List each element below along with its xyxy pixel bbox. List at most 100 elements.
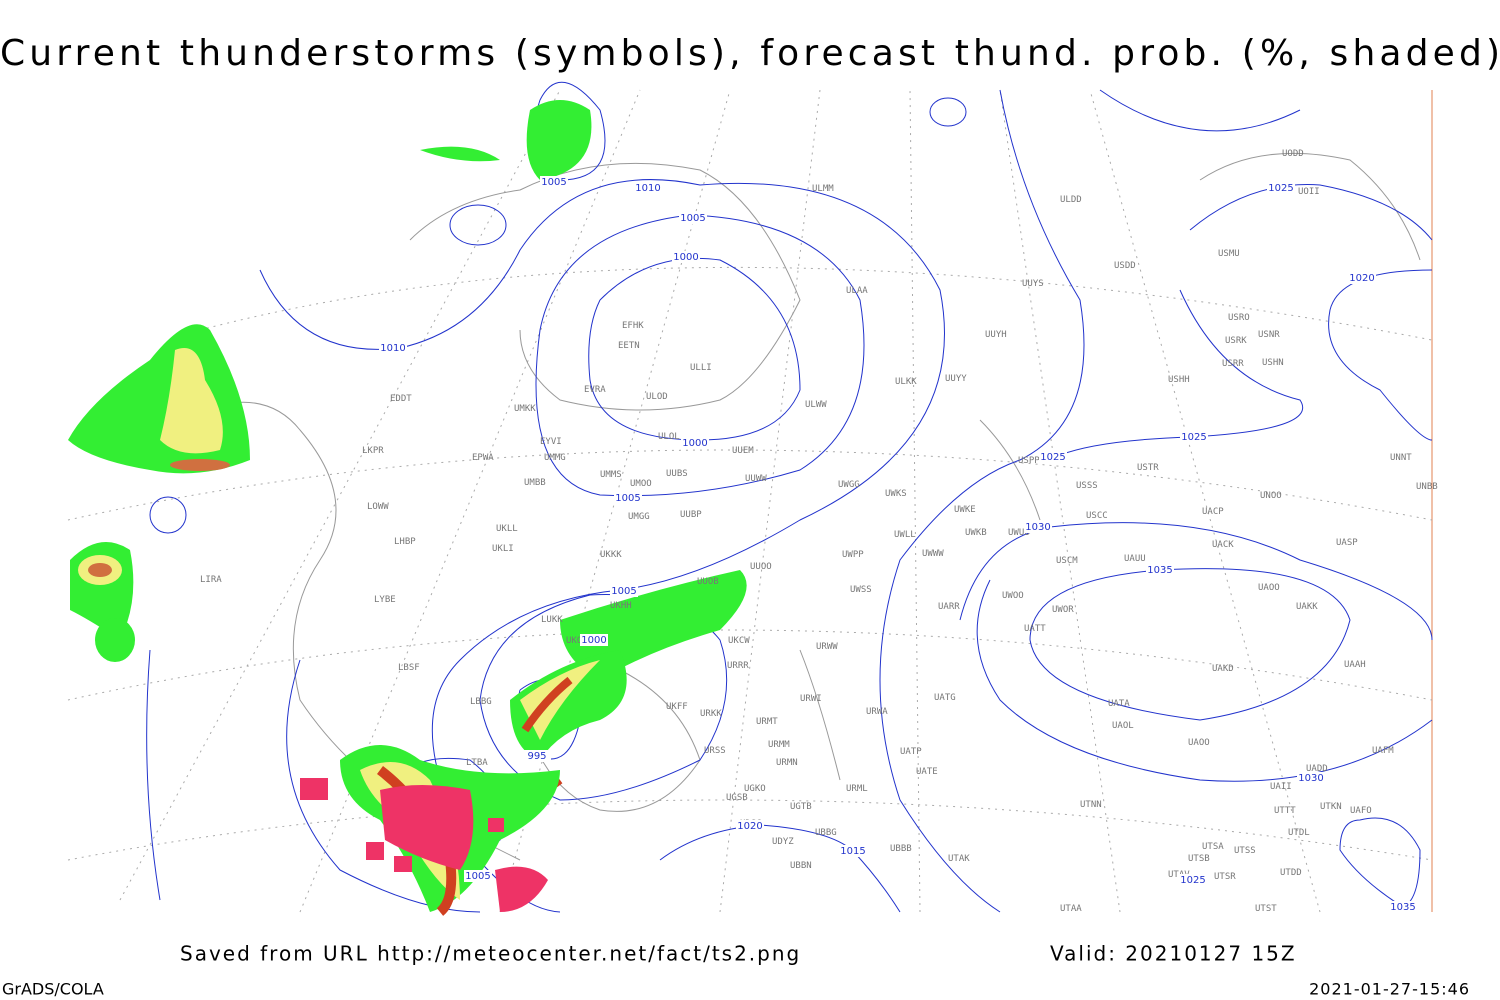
station-code: UUOB [697,577,719,587]
map-frame: ULMM ULDD UODD UOII USDD USMU ULAA UUYS USRO USRK… [67,81,1438,916]
station-code: UKCW [728,636,750,646]
isobar-label: 1005 [541,177,566,188]
station-code: ULWW [805,400,827,410]
isobar-label: 1005 [615,493,640,504]
station-code: UMKK [514,404,536,414]
station-code: USHN [1262,358,1284,368]
station-code: USMU [1218,249,1240,259]
isobar-label-bg [672,251,700,263]
station-code: UDYZ [772,837,794,847]
station-code: UAFO [1350,806,1372,816]
station-code: LHBP [394,537,416,547]
isobar-label: 995 [527,751,546,762]
station-code: UMMG [544,453,566,463]
station-code: USRO [1228,313,1250,323]
station-code: UUOO [750,562,772,572]
isobar-label: 1000 [682,438,707,449]
station-code: UTDD [1280,868,1302,878]
isobar-labels: 1005 1010 1005 1000 1010 1025 1020 1025 1025 1000… [379,176,1417,913]
station-code: UATA [1108,699,1130,709]
station-code: URMT [756,717,778,727]
station-code: USHH [1168,375,1190,385]
isobar-label-bg [523,750,551,762]
station-code: UGKO [744,784,766,794]
isobar-label-bg [1180,431,1208,443]
isobar-label: 1025 [1268,183,1293,194]
station-code: UMOO [630,479,652,489]
station-code: USDD [1114,261,1136,271]
station-code: UATE [916,767,938,777]
station-code: URKK [700,709,722,719]
station-code: ULMM [812,184,834,194]
station-code: UBBB [890,844,912,854]
station-code: UUBP [680,510,702,520]
station-code: EYVI [540,437,562,447]
isobar-label: 1010 [635,183,660,194]
station-code: UASP [1336,538,1358,548]
station-code: UODD [1282,149,1304,159]
station-code: LTBA [466,758,488,768]
station-code: UTST [1255,904,1277,914]
station-code: EETN [618,341,640,351]
station-code: UAFM [1372,746,1394,756]
station-code: UKOO [566,636,588,646]
isobar-label-bg [634,182,662,194]
station-code: USNR [1258,330,1280,340]
station-code: ULAA [846,286,868,296]
isobar-label: 1030 [1025,522,1050,533]
isobar-label-bg [1348,272,1376,284]
station-code: URMN [776,758,798,768]
station-code: UADD [1306,764,1328,774]
graticule [67,89,1433,913]
station-code: UWWW [922,549,944,559]
station-code: UUYY [945,374,967,384]
isobar-label-bg [464,870,492,882]
station-code: UACK [1212,540,1234,550]
station-code: ULDD [1060,195,1082,205]
isobar-label-bg [540,176,568,188]
isobar-label: 1010 [380,343,405,354]
station-code: UKFF [666,702,688,712]
station-code: LIRA [200,575,222,585]
station-code: USTR [1137,463,1159,473]
station-code: UUBS [666,469,688,479]
station-code: UWLL [894,530,916,540]
isobar-label: 1020 [737,821,762,832]
station-code: ULOL [658,432,680,442]
station-code: UKLI [492,544,514,554]
station-code: UBBG [815,828,837,838]
station-code: USCM [1056,556,1078,566]
station-code: UAOO [1188,738,1210,748]
isobar-label: 1025 [1180,875,1205,886]
station-code: UUEM [732,446,754,456]
isobar-label-bg [379,342,407,354]
station-code: UOII [1298,187,1320,197]
station-code: UMGG [628,512,650,522]
station-code: UKKK [600,550,622,560]
station-code: USSS [1076,481,1098,491]
thunderstorm-symbols [300,778,548,912]
station-code: ULLI [690,363,712,373]
station-code: UAKD [1212,664,1234,674]
isobar-label-bg [681,437,709,449]
station-code: UTSA [1202,842,1224,852]
station-code: UWGG [838,480,860,490]
station-code: UATG [934,693,956,703]
isobar-label-bg [736,820,764,832]
station-code: UAOO [1258,583,1280,593]
station-code: UTAK [948,854,970,864]
station-code: UUYH [985,330,1007,340]
isobar-label: 1005 [465,871,490,882]
station-code: UATP [900,747,922,757]
station-code: UWUU [1008,528,1030,538]
station-code: UMBB [524,478,546,488]
isobar-label: 1020 [1349,273,1374,284]
station-code: USRK [1225,336,1247,346]
station-code: UAUU [1124,554,1146,564]
station-code: URWA [866,707,888,717]
station-code: ULOD [646,392,668,402]
station-code: UWKS [885,489,907,499]
isobar-label: 1030 [1298,773,1323,784]
station-labels: ULMM ULDD UODD UOII USDD USMU ULAA UUYS USRO USRK… [200,149,1438,914]
station-code: EFHK [622,321,644,331]
